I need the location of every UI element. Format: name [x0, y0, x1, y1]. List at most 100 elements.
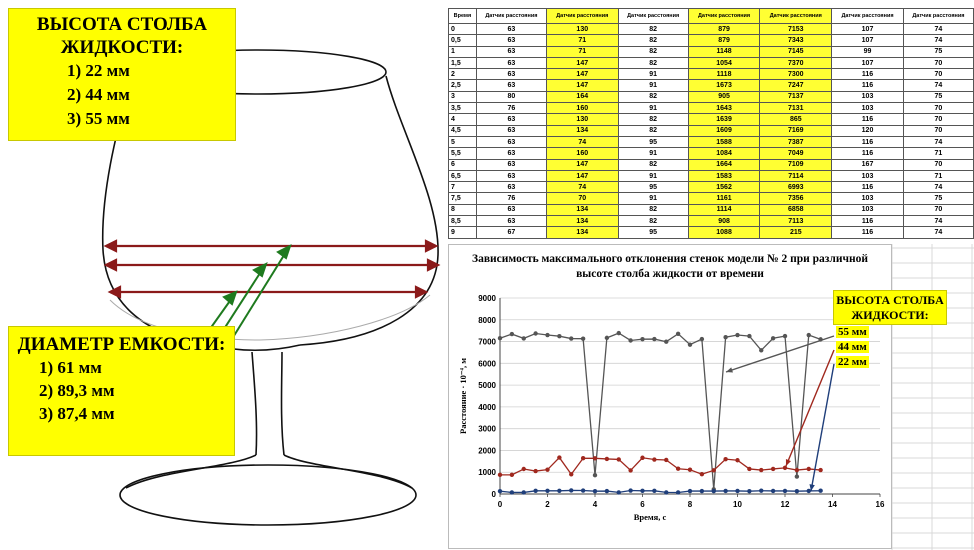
table-header-cell: Датчик расстояния	[475, 8, 547, 24]
data-point	[794, 474, 800, 479]
table-cell: 167	[831, 158, 904, 171]
data-point	[782, 465, 788, 471]
data-point	[818, 488, 823, 493]
table-body: 0 63 130 82 879 7153 107 74 0,5 63 71 82 879 7343 107 7…	[448, 22, 974, 239]
table-cell: 99	[831, 45, 904, 58]
table-cell: 7145	[759, 45, 833, 58]
table-cell: 7,5	[448, 192, 477, 205]
table-cell: 74	[545, 135, 619, 149]
table-header-cell: Датчик расстояния	[617, 8, 689, 24]
table-header-cell: Время	[448, 8, 477, 24]
table-cell: 134	[545, 124, 619, 137]
table-cell: 147	[545, 158, 619, 171]
table-cell: 160	[545, 147, 619, 160]
table-cell: 63	[475, 45, 547, 58]
x-tick-label: 12	[781, 500, 790, 509]
table-cell: 103	[831, 90, 904, 104]
data-point	[604, 488, 610, 494]
table-row: 5,5 63 160 91 1084 7049 116 71	[448, 147, 974, 160]
data-point	[592, 472, 598, 478]
x-tick-label: 8	[688, 500, 693, 509]
data-point	[747, 466, 752, 472]
data-point	[640, 488, 645, 493]
data-point	[616, 490, 621, 495]
data-point	[806, 332, 811, 338]
table-row: 3 80 164 82 905 7137 103 75	[448, 90, 974, 104]
table-cell: 63	[475, 124, 547, 137]
table-cell: 1161	[687, 192, 761, 205]
table-cell: 103	[831, 192, 904, 205]
table-cell: 74	[902, 181, 974, 194]
data-point	[569, 336, 574, 341]
table-cell: 2,5	[448, 79, 477, 92]
table-cell: 2	[448, 68, 477, 81]
table-cell: 91	[617, 68, 689, 81]
table-row: 4,5 63 134 82 1609 7169 120 70	[448, 124, 974, 137]
x-tick-label: 16	[876, 500, 885, 509]
liquid-height-item-1: 1) 22 мм	[67, 61, 130, 80]
table-header-cell: Датчик расстояния	[687, 8, 761, 24]
data-point	[664, 490, 669, 495]
table-cell: 7137	[759, 90, 833, 104]
table-cell: 7114	[759, 169, 833, 183]
table-cell: 116	[831, 226, 904, 239]
table-cell: 74	[902, 79, 974, 92]
table-row: 0 63 130 82 879 7153 107 74	[448, 22, 974, 36]
table-cell: 103	[831, 102, 904, 115]
data-point	[759, 467, 764, 473]
table-cell: 70	[902, 68, 974, 81]
data-point	[569, 488, 574, 493]
table-cell: 95	[617, 226, 689, 239]
table-header-cell: Датчик расстояния	[545, 8, 619, 24]
x-tick-label: 4	[593, 500, 598, 509]
table-cell: 82	[617, 90, 689, 104]
diameter-title: ДИАМЕТР ЕМКОСТИ:	[17, 334, 226, 355]
table-cell: 3,5	[448, 102, 477, 115]
liquid-height-title: ВЫСОТА СТОЛБА ЖИДКОСТИ:	[36, 14, 208, 58]
data-point	[509, 472, 515, 478]
data-point	[675, 490, 681, 495]
table-cell: 63	[475, 22, 547, 36]
table-cell: 6993	[759, 181, 833, 194]
table-cell: 1148	[687, 45, 761, 58]
table-row: 4 63 130 82 1639 865 116 70	[448, 113, 974, 126]
data-point	[699, 472, 705, 477]
table-cell: 116	[831, 135, 904, 149]
table-cell: 1	[448, 45, 477, 58]
data-point	[545, 467, 550, 472]
table-cell: 82	[617, 203, 689, 217]
data-point	[794, 467, 800, 473]
x-tick-label: 10	[733, 500, 742, 509]
legend-label-22: 22 мм	[836, 356, 869, 368]
table-cell: 82	[617, 22, 689, 36]
series-line-0	[499, 332, 821, 490]
data-point	[533, 468, 538, 474]
data-point	[699, 488, 705, 494]
table-cell: 91	[617, 192, 689, 205]
table-cell: 70	[902, 113, 974, 126]
table-cell: 1114	[687, 203, 761, 217]
data-point	[664, 339, 669, 344]
y-tick-label: 2000	[478, 446, 496, 455]
data-point	[604, 456, 610, 462]
table-cell: 1583	[687, 169, 761, 183]
table-cell: 63	[475, 56, 547, 70]
table-cell: 82	[617, 113, 689, 126]
y-tick-label: 1000	[478, 468, 496, 477]
table-cell: 1673	[687, 79, 761, 92]
data-point	[497, 472, 503, 478]
table-cell: 63	[475, 68, 547, 81]
data-point	[675, 466, 681, 471]
diameter-lines	[103, 239, 441, 299]
table-cell: 1118	[687, 68, 761, 81]
data-point	[770, 466, 776, 472]
data-point	[521, 490, 526, 495]
table-cell: 1,5	[448, 56, 477, 70]
table-row: 6 63 147 82 1664 7109 167 70	[448, 158, 974, 171]
table-row: 1,5 63 147 82 1054 7370 107 70	[448, 56, 974, 70]
data-point	[818, 467, 823, 473]
table-cell: 7387	[759, 135, 833, 149]
data-point	[557, 333, 562, 339]
table-cell: 91	[617, 102, 689, 115]
data-point	[735, 488, 740, 494]
